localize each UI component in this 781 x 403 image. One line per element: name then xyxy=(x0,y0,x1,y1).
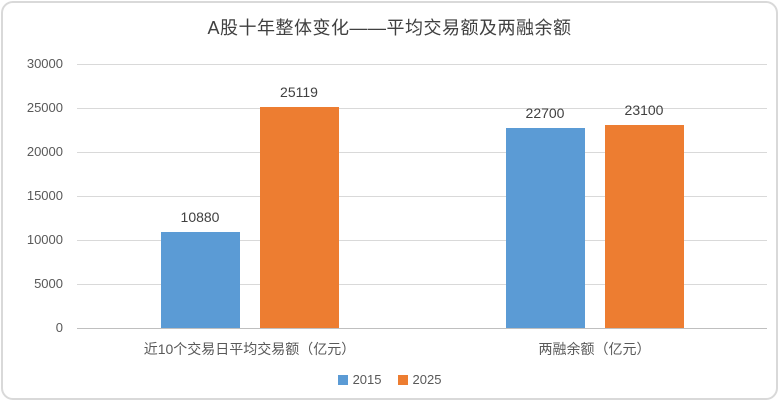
bar-2015-cat1 xyxy=(160,232,240,328)
chart-title: A股十年整体变化——平均交易额及两融余额 xyxy=(207,18,572,38)
bar-2025-cat1 xyxy=(259,106,339,328)
legend-swatch-icon xyxy=(397,374,408,385)
legend-swatch-icon xyxy=(337,374,348,385)
y-axis-tick-label: 10000 xyxy=(26,232,63,247)
gridline xyxy=(77,196,767,197)
x-axis-line xyxy=(77,328,767,329)
y-axis-tick-label: 20000 xyxy=(26,144,63,159)
bar-2025-cat2 xyxy=(604,124,684,328)
legend-item-2025: 2025 xyxy=(397,372,442,387)
plot-area: 0 5000 10000 15000 20000 25000 30000 10880 25119… xyxy=(27,57,767,335)
legend-label: 2015 xyxy=(352,372,382,387)
data-label: 10880 xyxy=(180,209,220,226)
gridline xyxy=(77,64,767,65)
gridline xyxy=(77,108,767,109)
y-axis-tick-label: 25000 xyxy=(26,100,63,115)
data-label: 25119 xyxy=(280,83,318,100)
legend-item-2015: 2015 xyxy=(337,372,382,387)
data-label: 23100 xyxy=(624,101,664,118)
x-axis-category-label: 两融余额（亿元） xyxy=(538,341,651,357)
legend: 2015 2025 xyxy=(3,372,776,387)
x-axis-category-label: 近10个交易日平均交易额（亿元） xyxy=(143,341,356,357)
y-axis-tick-label: 15000 xyxy=(26,188,63,203)
bar-2015-cat2 xyxy=(505,128,585,328)
y-axis-tick-label: 0 xyxy=(55,320,63,335)
data-label: 22700 xyxy=(525,105,565,122)
gridline xyxy=(77,284,767,285)
y-axis-tick-label: 5000 xyxy=(34,276,63,291)
gridline xyxy=(77,240,767,241)
gridline xyxy=(77,152,767,153)
y-axis-tick-label: 30000 xyxy=(26,56,63,71)
legend-label: 2025 xyxy=(412,372,442,387)
